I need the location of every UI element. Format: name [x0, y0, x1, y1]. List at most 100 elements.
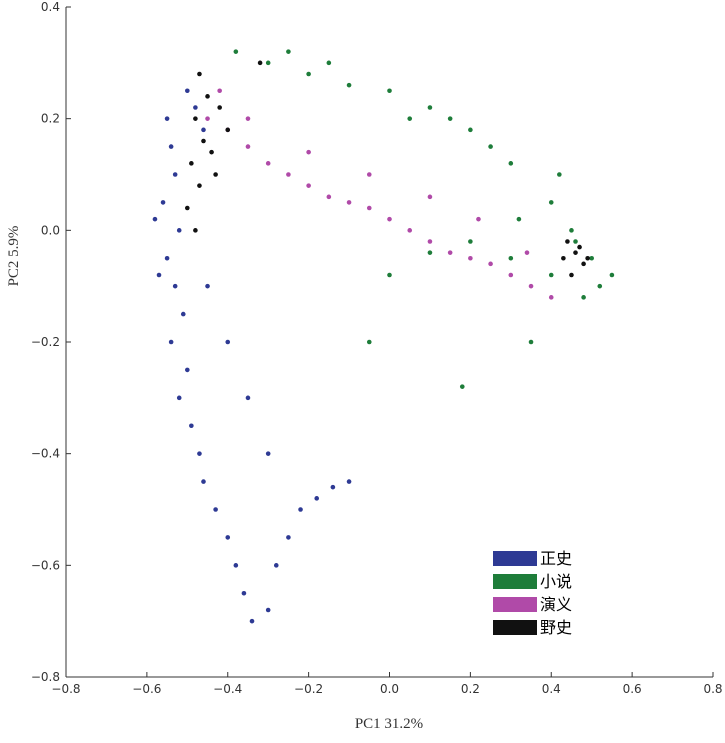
legend-swatch — [493, 597, 537, 612]
data-point — [561, 255, 566, 261]
data-point — [548, 272, 554, 278]
data-point — [346, 200, 352, 205]
data-point — [233, 563, 239, 568]
data-point — [273, 563, 279, 568]
data-point — [197, 183, 202, 188]
data-point — [265, 451, 271, 456]
y-tick-label: −0.2 — [31, 335, 60, 349]
data-point — [306, 71, 311, 77]
data-point — [326, 194, 332, 200]
data-point — [573, 239, 578, 244]
series-野史 — [185, 60, 590, 278]
x-tick-label: 0.6 — [623, 682, 642, 696]
data-point — [488, 144, 493, 149]
data-point — [427, 105, 433, 110]
data-point — [427, 194, 433, 200]
data-point — [197, 451, 202, 456]
data-point — [589, 255, 594, 261]
data-point — [407, 116, 413, 121]
data-point — [168, 144, 174, 149]
data-point — [508, 255, 514, 261]
y-tick-label: 0.2 — [41, 112, 60, 126]
data-point — [193, 116, 198, 121]
y-ticks: 0.4 0.2 0.0 −0.2 −0.4 −0.6 −0.8 — [31, 0, 71, 684]
data-point — [548, 200, 554, 205]
legend-swatch — [493, 620, 537, 635]
data-point — [569, 272, 574, 278]
data-point — [185, 205, 190, 211]
data-point — [225, 127, 231, 133]
data-point — [180, 311, 186, 317]
y-tick-label: 0.4 — [41, 0, 60, 14]
data-point — [217, 88, 222, 94]
data-point — [193, 228, 198, 233]
data-point — [205, 116, 210, 121]
data-point — [326, 60, 332, 66]
data-point — [176, 395, 182, 401]
data-point — [225, 535, 231, 540]
data-point — [447, 250, 453, 255]
data-point — [581, 261, 586, 267]
data-point — [387, 88, 392, 94]
data-point — [468, 255, 473, 261]
data-point — [508, 272, 514, 278]
data-point — [548, 295, 554, 300]
data-point — [427, 250, 433, 255]
data-point — [286, 49, 291, 54]
data-point — [156, 272, 162, 278]
legend-label: 小说 — [540, 572, 572, 591]
data-point — [407, 228, 413, 233]
data-point — [164, 116, 170, 121]
data-point — [447, 116, 453, 121]
data-point — [213, 172, 218, 177]
data-point — [577, 244, 582, 250]
data-point — [241, 590, 247, 596]
x-axis-title: PC1 31.2% — [355, 716, 423, 732]
x-ticks: −0.8 −0.6 −0.4 −0.2 0.0 0.2 0.4 0.6 0.8 — [51, 672, 723, 696]
data-point — [508, 161, 514, 166]
data-point — [160, 200, 166, 205]
data-point — [189, 423, 194, 429]
x-tick-label: −0.8 — [51, 682, 80, 696]
x-tick-label: −0.6 — [132, 682, 161, 696]
y-axis-title: PC2 5.9% — [6, 226, 22, 287]
data-point — [366, 172, 372, 177]
data-point — [488, 261, 493, 267]
series-正史 — [152, 88, 352, 624]
x-tick-label: 0.8 — [703, 682, 722, 696]
data-point — [257, 60, 263, 66]
data-point — [205, 94, 210, 99]
data-point — [459, 384, 465, 389]
data-point — [569, 228, 574, 233]
data-point — [330, 484, 336, 490]
data-point — [193, 105, 198, 110]
data-point — [152, 216, 158, 222]
data-point — [468, 239, 473, 244]
legend-label: 野史 — [540, 618, 572, 637]
data-point — [314, 496, 320, 501]
data-point — [581, 295, 586, 300]
legend-label: 正史 — [540, 549, 572, 568]
y-tick-label: 0.0 — [41, 223, 60, 237]
data-point — [189, 161, 194, 166]
data-point — [528, 339, 534, 345]
data-point — [524, 250, 530, 255]
data-point — [265, 60, 271, 66]
data-point — [176, 228, 182, 233]
data-point — [427, 239, 433, 244]
data-point — [597, 283, 603, 289]
x-tick-label: −0.4 — [213, 682, 242, 696]
data-point — [516, 216, 522, 222]
data-point — [245, 144, 251, 149]
data-point — [249, 618, 255, 624]
data-point — [245, 395, 251, 401]
data-point — [168, 339, 174, 345]
legend-swatch — [493, 551, 537, 566]
data-point — [557, 172, 562, 177]
data-point — [366, 339, 372, 345]
data-point — [286, 172, 291, 177]
data-point — [217, 105, 222, 110]
data-point — [213, 507, 218, 512]
